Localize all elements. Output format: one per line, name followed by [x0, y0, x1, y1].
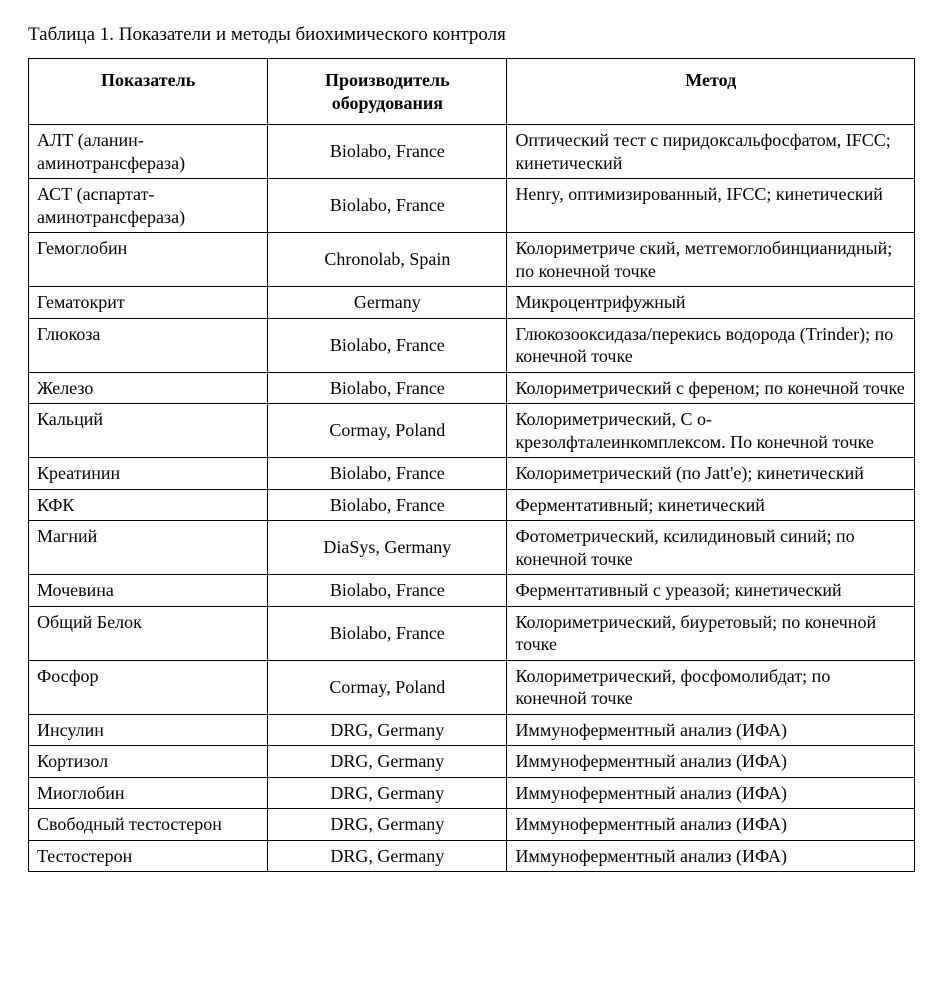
cell-manufacturer: Cormay, Poland	[268, 404, 507, 458]
cell-method: Иммуноферментный анализ (ИФА)	[507, 777, 915, 809]
table-row: Свободный тестостеронDRG, GermanyИммуноф…	[29, 809, 915, 841]
cell-method: Оптический тест с пиридоксальфосфатом, I…	[507, 125, 915, 179]
table-row: КреатининBiolabo, FranceКолориметрически…	[29, 458, 915, 490]
cell-indicator: Гемоглобин	[29, 233, 268, 287]
cell-indicator: Гематокрит	[29, 287, 268, 319]
cell-indicator: Общий Белок	[29, 606, 268, 660]
table-row: КФКBiolabo, FranceФерментативный; кинети…	[29, 489, 915, 521]
table-row: ФосфорCormay, PolandКолориметрический, ф…	[29, 660, 915, 714]
cell-indicator: Железо	[29, 372, 268, 404]
col-header-indicator: Показатель	[29, 59, 268, 125]
cell-manufacturer: DRG, Germany	[268, 809, 507, 841]
table-caption: Таблица 1. Показатели и методы биохимиче…	[28, 24, 915, 46]
table-row: ГемоглобинChronolab, SpainКолориметриче …	[29, 233, 915, 287]
cell-manufacturer: Biolabo, France	[268, 575, 507, 607]
table-row: ЖелезоBiolabo, FranceКолориметрический с…	[29, 372, 915, 404]
cell-method: Колориметрический, С о-крезолфталеинкомп…	[507, 404, 915, 458]
cell-indicator: Фосфор	[29, 660, 268, 714]
col-header-manufacturer: Производитель оборудования	[268, 59, 507, 125]
cell-manufacturer: Cormay, Poland	[268, 660, 507, 714]
cell-method: Микроцентрифужный	[507, 287, 915, 319]
biochem-table: Показатель Производитель оборудования Ме…	[28, 58, 915, 872]
cell-indicator: АЛТ (аланин-аминотрансфераза)	[29, 125, 268, 179]
cell-manufacturer: DRG, Germany	[268, 777, 507, 809]
cell-manufacturer: Germany	[268, 287, 507, 319]
table-body: АЛТ (аланин-аминотрансфераза)Biolabo, Fr…	[29, 125, 915, 872]
cell-manufacturer: DRG, Germany	[268, 746, 507, 778]
cell-indicator: Креатинин	[29, 458, 268, 490]
cell-manufacturer: DRG, Germany	[268, 714, 507, 746]
cell-manufacturer: Biolabo, France	[268, 318, 507, 372]
table-row: КортизолDRG, GermanyИммуноферментный ана…	[29, 746, 915, 778]
table-row: ИнсулинDRG, GermanyИммуноферментный анал…	[29, 714, 915, 746]
cell-manufacturer: Biolabo, France	[268, 372, 507, 404]
table-row: АЛТ (аланин-аминотрансфераза)Biolabo, Fr…	[29, 125, 915, 179]
cell-manufacturer: Chronolab, Spain	[268, 233, 507, 287]
cell-indicator: КФК	[29, 489, 268, 521]
table-row: МиоглобинDRG, GermanyИммуноферментный ан…	[29, 777, 915, 809]
cell-method: Henry, оптимизированный, IFCC; кинетичес…	[507, 179, 915, 233]
cell-method: Колориметрический, фосфомолибдат; по кон…	[507, 660, 915, 714]
cell-method: Глюкозооксидаза/перекись водорода (Trind…	[507, 318, 915, 372]
cell-method: Колориметрический, биуретовый; по конечн…	[507, 606, 915, 660]
cell-indicator: Магний	[29, 521, 268, 575]
table-head: Показатель Производитель оборудования Ме…	[29, 59, 915, 125]
cell-method: Иммуноферментный анализ (ИФА)	[507, 714, 915, 746]
cell-method: Колориметриче ский, метгемоглобинцианидн…	[507, 233, 915, 287]
table-row: АСТ (аспартат-аминотрансфераза)Biolabo, …	[29, 179, 915, 233]
cell-manufacturer: Biolabo, France	[268, 179, 507, 233]
table-row: МагнийDiaSys, GermanyФотометрический, кс…	[29, 521, 915, 575]
cell-indicator: Кортизол	[29, 746, 268, 778]
table-row: КальцийCormay, PolandКолориметрический, …	[29, 404, 915, 458]
table-row: МочевинаBiolabo, FranceФерментативный с …	[29, 575, 915, 607]
cell-indicator: Миоглобин	[29, 777, 268, 809]
cell-method: Колориметрический с ференом; по конечной…	[507, 372, 915, 404]
col-header-method: Метод	[507, 59, 915, 125]
cell-manufacturer: DRG, Germany	[268, 840, 507, 872]
cell-manufacturer: DiaSys, Germany	[268, 521, 507, 575]
cell-manufacturer: Biolabo, France	[268, 458, 507, 490]
table-row: ТестостеронDRG, GermanyИммуноферментный …	[29, 840, 915, 872]
cell-method: Иммуноферментный анализ (ИФА)	[507, 746, 915, 778]
cell-manufacturer: Biolabo, France	[268, 606, 507, 660]
cell-method: Колориметрический (по Jatt'e); кинетичес…	[507, 458, 915, 490]
table-row: ГлюкозаBiolabo, FranceГлюкозооксидаза/пе…	[29, 318, 915, 372]
cell-indicator: Инсулин	[29, 714, 268, 746]
cell-method: Ферментативный; кинетический	[507, 489, 915, 521]
cell-manufacturer: Biolabo, France	[268, 489, 507, 521]
cell-indicator: Мочевина	[29, 575, 268, 607]
table-row: Общий БелокBiolabo, FranceКолориметричес…	[29, 606, 915, 660]
cell-indicator: АСТ (аспартат-аминотрансфераза)	[29, 179, 268, 233]
cell-indicator: Тестостерон	[29, 840, 268, 872]
cell-indicator: Глюкоза	[29, 318, 268, 372]
cell-method: Иммуноферментный анализ (ИФА)	[507, 809, 915, 841]
cell-method: Фотометрический, ксилидиновый синий; по …	[507, 521, 915, 575]
cell-manufacturer: Biolabo, France	[268, 125, 507, 179]
cell-indicator: Кальций	[29, 404, 268, 458]
cell-method: Иммуноферментный анализ (ИФА)	[507, 840, 915, 872]
cell-indicator: Свободный тестостерон	[29, 809, 268, 841]
table-row: ГематокритGermanyМикроцентрифужный	[29, 287, 915, 319]
cell-method: Ферментативный с уреазой; кинетический	[507, 575, 915, 607]
